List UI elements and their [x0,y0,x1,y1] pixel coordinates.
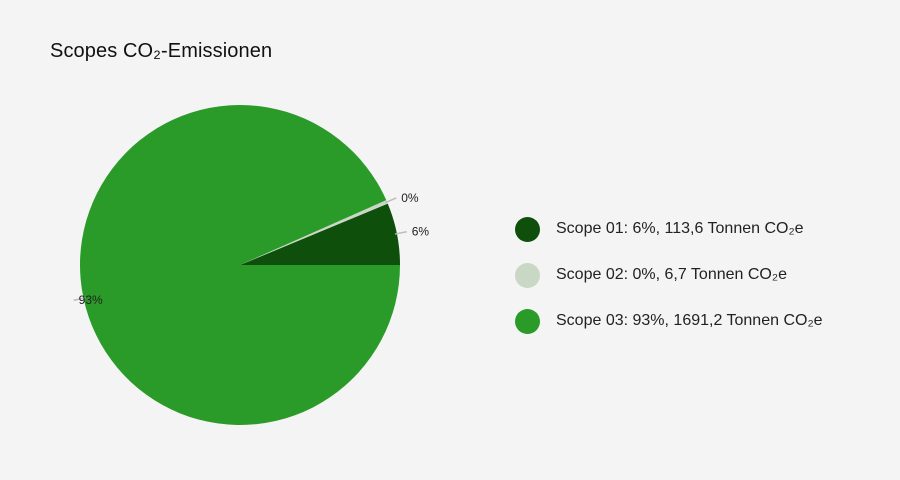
legend-swatch-scope-03 [515,308,540,334]
legend-swatch-scope-02 [515,262,540,288]
pie-percent-label-2: 0% [401,191,419,205]
pie-slice-3[interactable] [80,104,400,426]
chart-title: Scopes CO₂-Emissionen [50,40,273,62]
legend-item-scope-03[interactable]: Scope 03: 93%, 1691,2 Tonnen CO₂e [515,298,823,344]
legend-swatch-scope-01 [515,216,540,242]
legend: Scope 01: 6%, 113,6 Tonnen CO₂e Scope 02… [515,206,823,344]
pie-label-tick-3 [73,296,86,301]
legend-label-scope-03: Scope 03: 93%, 1691,2 Tonnen CO₂e [556,312,823,329]
pie-slice-2[interactable] [240,200,388,265]
pie-percent-label-3: 93% [79,293,103,307]
legend-item-scope-02[interactable]: Scope 02: 0%, 6,7 Tonnen CO₂e [515,252,823,298]
pie-percent-label-1: 6% [412,225,430,239]
legend-label-scope-02: Scope 02: 0%, 6,7 Tonnen CO₂e [556,266,787,283]
legend-label-scope-01: Scope 01: 6%, 113,6 Tonnen CO₂e [556,220,804,237]
pie-label-tick-1 [394,230,407,235]
pie-label-tick-2 [384,197,397,204]
pie-slice-1[interactable] [240,203,400,265]
legend-item-scope-01[interactable]: Scope 01: 6%, 113,6 Tonnen CO₂e [515,206,823,252]
